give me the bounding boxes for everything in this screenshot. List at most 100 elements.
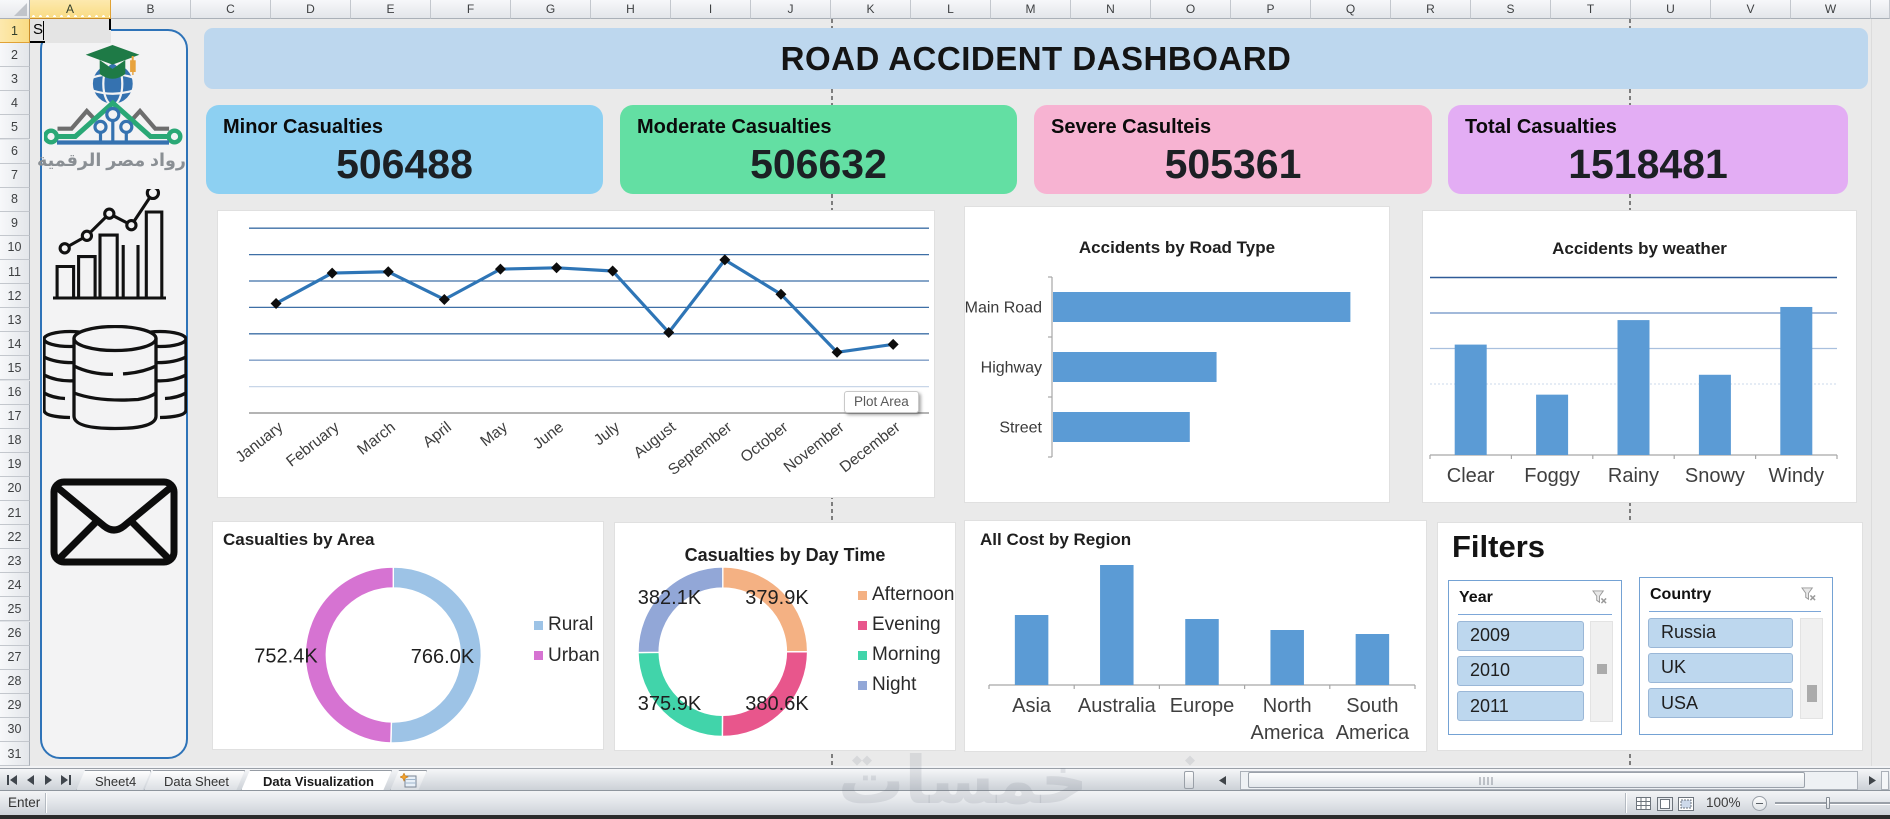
zoom-slider-thumb[interactable] [1826,797,1830,809]
sheet-tab-sheet4[interactable]: Sheet4 [76,770,151,791]
insert-worksheet-tab[interactable] [390,770,427,791]
hscroll-thumb[interactable] [1248,772,1805,788]
row-header-30[interactable]: 30 [0,717,30,742]
column-header-x-sliver[interactable] [1871,0,1890,19]
row-header-10[interactable]: 10 [0,235,30,260]
growth-chart-icon[interactable] [52,189,170,305]
slicer-item-2011[interactable]: 2011 [1457,691,1584,722]
slicer-scroll-thumb[interactable] [1807,684,1817,702]
row-header-9[interactable]: 9 [0,211,30,236]
column-header-N[interactable]: N [1071,0,1151,19]
row-header-23[interactable]: 23 [0,549,30,574]
next-sheet-button[interactable] [39,771,57,789]
clear-filter-icon-year[interactable] [1592,590,1608,605]
active-cell-a1[interactable]: S [30,19,111,43]
column-header-P[interactable]: P [1231,0,1311,19]
column-header-A[interactable]: A [30,0,111,19]
sheet-tab-data-sheet[interactable]: Data Sheet [144,770,245,791]
row-header-19[interactable]: 19 [0,452,30,477]
slicer-scrollbar-country[interactable] [1800,617,1823,719]
row-header-7[interactable]: 7 [0,163,30,188]
row-header-1[interactable]: 1 [0,19,30,44]
column-header-U[interactable]: U [1631,0,1711,19]
row-header-15[interactable]: 15 [0,356,30,381]
slicer-scrollbar-year[interactable] [1590,620,1613,722]
slicer-country[interactable]: Country Russia UK USA [1639,577,1833,735]
row-header-12[interactable]: 12 [0,284,30,309]
page-layout-view-button[interactable] [1655,795,1674,812]
slicer-item-2010[interactable]: 2010 [1457,655,1584,686]
area-donut-panel[interactable]: Casualties by Area 752.4K 766.0K Rural Urb… [212,521,604,750]
row-header-16[interactable]: 16 [0,380,30,405]
column-header-C[interactable]: C [191,0,271,19]
hscroll-right-arrow[interactable] [1862,771,1882,790]
column-header-O[interactable]: O [1151,0,1231,19]
row-header-18[interactable]: 18 [0,428,30,453]
zoom-out-button[interactable] [1752,796,1767,811]
row-header-6[interactable]: 6 [0,139,30,164]
column-header-J[interactable]: J [751,0,831,19]
column-header-M[interactable]: M [991,0,1071,19]
row-header-20[interactable]: 20 [0,476,30,501]
daytime-donut-panel[interactable]: Casualties by Day Time 382.1K 379.9K 375.9… [614,522,956,751]
column-header-L[interactable]: L [911,0,991,19]
region-chart-panel[interactable]: All Cost by Region Asia Australia Europe No… [964,520,1427,752]
column-header-T[interactable]: T [1551,0,1631,19]
row-header-11[interactable]: 11 [0,260,30,285]
vertical-split-handle[interactable] [1881,771,1889,790]
row-header-8[interactable]: 8 [0,187,30,212]
column-header-I[interactable]: I [671,0,751,19]
column-header-D[interactable]: D [271,0,351,19]
slicer-item-usa[interactable]: USA [1648,688,1793,719]
row-header-3[interactable]: 3 [0,67,30,92]
column-header-F[interactable]: F [431,0,511,19]
row-header-13[interactable]: 13 [0,308,30,333]
slicer-year[interactable]: Year 2009 2010 2011 [1448,580,1622,735]
sheet-tab-data-visualization[interactable]: Data Visualization [241,770,392,791]
column-header-W[interactable]: W [1791,0,1871,19]
column-header-V[interactable]: V [1711,0,1791,19]
filters-panel[interactable]: Filters Year 2009 2010 2011 Country Russia UK U… [1437,522,1863,751]
column-header-R[interactable]: R [1391,0,1471,19]
row-header-22[interactable]: 22 [0,525,30,550]
monthly-line-chart-panel[interactable]: January February March April May June July Augu… [217,210,935,498]
select-all-corner[interactable] [0,0,30,19]
row-header-28[interactable]: 28 [0,669,30,694]
row-header-21[interactable]: 21 [0,501,30,526]
column-header-G[interactable]: G [511,0,591,19]
row-header-24[interactable]: 24 [0,573,30,598]
row-header-27[interactable]: 27 [0,645,30,670]
column-header-B[interactable]: B [111,0,191,19]
column-header-S[interactable]: S [1471,0,1551,19]
row-header-29[interactable]: 29 [0,693,30,718]
database-icon[interactable] [43,325,187,433]
row-header-2[interactable]: 2 [0,43,30,68]
row-header-4[interactable]: 4 [0,91,30,116]
tab-scrollbar-splitter[interactable] [1184,771,1194,789]
column-header-K[interactable]: K [831,0,911,19]
hscroll-left-arrow[interactable] [1212,771,1232,790]
slicer-item-russia[interactable]: Russia [1648,617,1793,648]
weather-chart-panel[interactable]: Accidents by weather Clear Foggy Rainy Snow… [1422,210,1857,503]
zoom-slider-track[interactable] [1775,802,1890,804]
sheet-area[interactable]: رواد مصر الرقمية ROAD ACCIDENT DASHBOARD… [30,19,1890,766]
row-header-26[interactable]: 26 [0,621,30,646]
column-header-E[interactable]: E [351,0,431,19]
row-header-14[interactable]: 14 [0,332,30,357]
slicer-item-2009[interactable]: 2009 [1457,620,1584,651]
page-break-view-button[interactable] [1676,795,1695,812]
slicer-item-uk[interactable]: UK [1648,652,1793,683]
row-header-17[interactable]: 17 [0,404,30,429]
column-header-H[interactable]: H [591,0,671,19]
envelope-icon[interactable] [48,474,180,570]
row-header-5[interactable]: 5 [0,115,30,140]
normal-view-button[interactable] [1634,795,1653,812]
column-header-Q[interactable]: Q [1311,0,1391,19]
row-header-25[interactable]: 25 [0,597,30,622]
row-header-31[interactable]: 31 [0,742,30,767]
last-sheet-button[interactable] [57,771,75,789]
road-type-chart-panel[interactable]: Accidents by Road Type Main Road Highway S… [964,206,1390,503]
slicer-scroll-thumb[interactable] [1597,663,1607,674]
previous-sheet-button[interactable] [21,771,39,789]
first-sheet-button[interactable] [3,771,21,789]
